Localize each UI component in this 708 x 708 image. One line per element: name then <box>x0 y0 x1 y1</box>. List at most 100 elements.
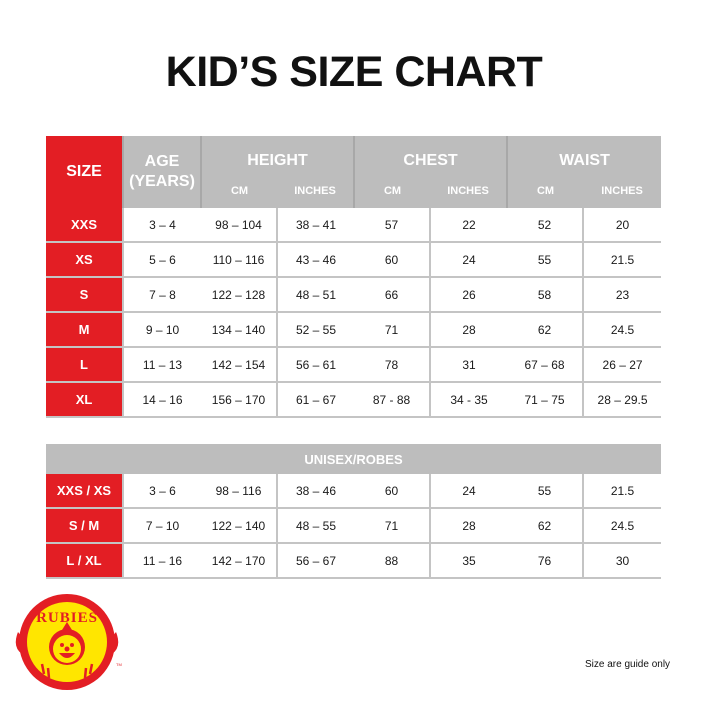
chest-cm-cell: 60 <box>354 242 431 278</box>
waist-cm-cell: 62 <box>507 508 583 544</box>
chest-cm-cell: 57 <box>354 208 431 243</box>
waist-header: WAIST <box>506 136 662 174</box>
size-cell: M <box>46 312 123 348</box>
waist-cm-cell: 76 <box>507 543 583 579</box>
chest-inches-cell: 35 <box>429 543 507 579</box>
chest-inches-cell: 34 - 35 <box>429 382 508 418</box>
chest-inches-cell: 28 <box>429 508 507 544</box>
age-cell: 3 – 6 <box>122 474 201 509</box>
height-inches-cell: 56 – 61 <box>275 347 355 383</box>
waist-inches-cell: 28 – 29.5 <box>582 382 662 418</box>
chest-inches-cell: 24 <box>429 474 507 509</box>
waist-inches-cell: 21.5 <box>582 474 661 509</box>
height-cm-cell: 122 – 140 <box>201 508 277 544</box>
height-inches-cell: 38 – 41 <box>275 208 355 243</box>
age-cell: 7 – 10 <box>122 508 201 544</box>
table-row: L 11 – 13 142 – 154 56 – 61 78 31 67 – 68 26 – … <box>46 347 662 383</box>
waist-cm-cell: 62 <box>507 312 584 348</box>
waist-cm-cell: 67 – 68 <box>507 347 584 383</box>
rubies-logo: RUBIES TM <box>15 594 122 690</box>
waist-cm-cell: 71 – 75 <box>507 382 584 418</box>
chest-cm-cell: 87 - 88 <box>354 382 431 418</box>
waist-inches-cell: 24.5 <box>582 312 662 348</box>
height-inches-cell: 48 – 55 <box>276 508 354 544</box>
chest-cm-cell: 66 <box>354 277 431 313</box>
unisex-table: UNISEX/ROBES XXS / XS 3 – 6 98 – 116 38 – 4… <box>46 444 661 579</box>
height-header: HEIGHT <box>199 136 355 174</box>
size-cell: S <box>46 277 123 313</box>
chest-cm-cell: 71 <box>354 312 431 348</box>
height-inches-cell: 52 – 55 <box>275 312 355 348</box>
chest-inches-header: INCHES <box>430 174 508 208</box>
chest-inches-cell: 22 <box>429 208 508 243</box>
height-cm-cell: 134 – 140 <box>201 312 277 348</box>
height-cm-cell: 122 – 128 <box>201 277 277 313</box>
height-inches-cell: 48 – 51 <box>275 277 355 313</box>
size-cell: L / XL <box>46 543 123 579</box>
age-cell: 3 – 4 <box>122 208 201 243</box>
size-table: SIZE AGE (YEARS) HEIGHT CHEST WAIST CM IN… <box>46 136 662 418</box>
age-cell: 5 – 6 <box>122 242 201 278</box>
waist-inches-cell: 21.5 <box>582 242 662 278</box>
table-row: L / XL 11 – 16 142 – 170 56 – 67 88 35 76 30 <box>46 543 661 579</box>
height-inches-cell: 61 – 67 <box>275 382 355 418</box>
waist-inches-cell: 23 <box>582 277 662 313</box>
table-row: XXS 3 – 4 98 – 104 38 – 41 57 22 52 20 <box>46 208 662 243</box>
chest-header: CHEST <box>353 136 508 174</box>
chest-cm-cell: 60 <box>354 474 430 509</box>
height-cm-cell: 142 – 170 <box>201 543 277 579</box>
chest-inches-cell: 26 <box>429 277 508 313</box>
height-cm-cell: 156 – 170 <box>201 382 277 418</box>
svg-text:RUBIES: RUBIES <box>36 610 98 626</box>
age-cell: 11 – 13 <box>122 347 201 383</box>
height-cm-header: CM <box>200 174 277 208</box>
age-header: AGE (YEARS) <box>122 136 201 208</box>
size-cell: S / M <box>46 508 123 544</box>
height-inches-cell: 43 – 46 <box>275 242 355 278</box>
chest-cm-cell: 71 <box>354 508 430 544</box>
waist-inches-cell: 30 <box>582 543 661 579</box>
age-unit: (YEARS) <box>129 173 195 190</box>
height-cm-cell: 98 – 104 <box>201 208 277 243</box>
size-cell: XXS <box>46 208 123 243</box>
size-rows: XXS 3 – 4 98 – 104 38 – 41 57 22 52 20 XS 5 – 6 11… <box>46 208 662 418</box>
size-cell: L <box>46 347 123 383</box>
size-cell: XS <box>46 242 123 278</box>
height-cm-cell: 142 – 154 <box>201 347 277 383</box>
chest-inches-cell: 24 <box>429 242 508 278</box>
height-inches-cell: 56 – 67 <box>276 543 354 579</box>
waist-cm-header: CM <box>506 174 584 208</box>
logo-tm: TM <box>116 662 122 667</box>
chest-cm-header: CM <box>353 174 431 208</box>
unisex-header: UNISEX/ROBES <box>46 444 661 474</box>
waist-cm-cell: 55 <box>507 474 583 509</box>
size-header: SIZE <box>46 136 123 208</box>
size-cell: XXS / XS <box>46 474 123 509</box>
waist-cm-cell: 52 <box>507 208 584 243</box>
waist-inches-header: INCHES <box>583 174 662 208</box>
waist-inches-cell: 20 <box>582 208 662 243</box>
age-cell: 11 – 16 <box>122 543 201 579</box>
size-guide-note: Size are guide only <box>585 659 671 670</box>
height-cm-cell: 98 – 116 <box>201 474 277 509</box>
age-cell: 7 – 8 <box>122 277 201 313</box>
waist-inches-cell: 26 – 27 <box>582 347 662 383</box>
size-cell: XL <box>46 382 123 418</box>
chest-cm-cell: 78 <box>354 347 431 383</box>
chest-cm-cell: 88 <box>354 543 430 579</box>
age-cell: 14 – 16 <box>122 382 201 418</box>
height-cm-cell: 110 – 116 <box>201 242 277 278</box>
page-title: KID’S SIZE CHART <box>165 48 543 96</box>
chest-inches-cell: 28 <box>429 312 508 348</box>
chest-inches-cell: 31 <box>429 347 508 383</box>
table-row: XXS / XS 3 – 6 98 – 116 38 – 46 60 24 55 21.5 <box>46 474 661 509</box>
waist-cm-cell: 58 <box>507 277 584 313</box>
table-row: XL 14 – 16 156 – 170 61 – 67 87 - 88 34 - 35 7… <box>46 382 662 418</box>
height-inches-cell: 38 – 46 <box>276 474 354 509</box>
age-label: AGE <box>144 153 180 170</box>
height-inches-header: INCHES <box>277 174 355 208</box>
waist-cm-cell: 55 <box>507 242 584 278</box>
